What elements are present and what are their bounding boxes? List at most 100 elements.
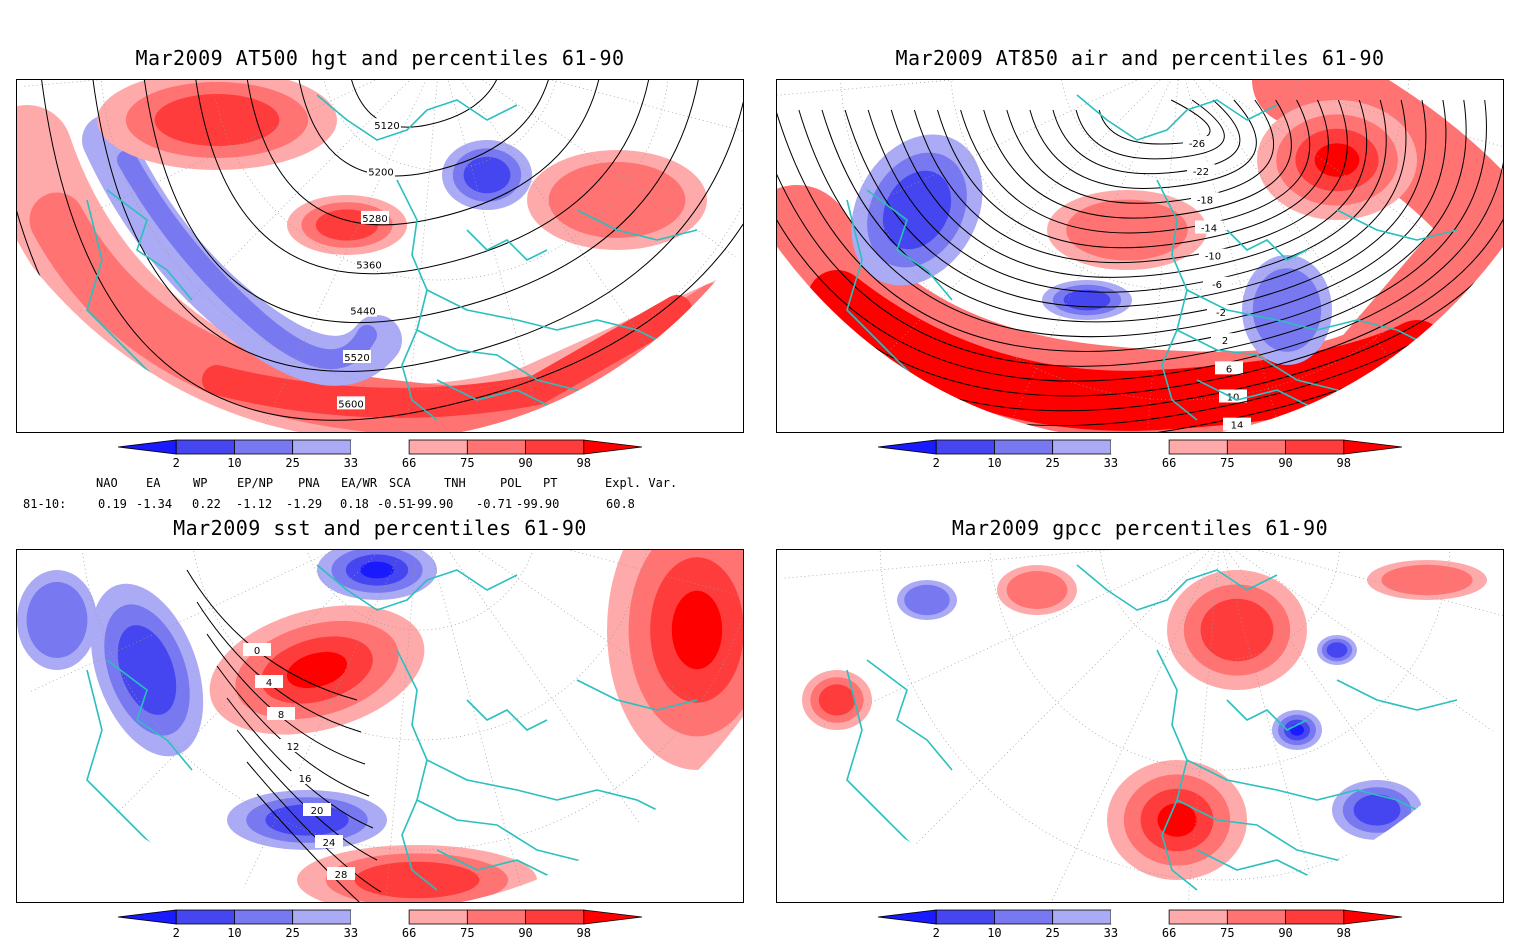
coastline <box>1156 179 1198 421</box>
contour-line <box>1029 99 1257 189</box>
positive-anomaly-shading <box>1200 598 1274 662</box>
contour-label: 5440 <box>350 307 375 318</box>
index-header-pt: PT <box>543 476 558 490</box>
contour-label-background <box>361 210 389 224</box>
contour-label: -26 <box>1189 139 1205 150</box>
coastline <box>1336 209 1458 241</box>
index-header-tnh: TNH <box>444 476 466 490</box>
coastline <box>1226 229 1308 261</box>
colorbar-tick-label: 33 <box>1103 926 1119 940</box>
contour-label-background <box>1187 164 1215 178</box>
colorbar-tick-label: 10 <box>227 456 242 470</box>
contour-label-background <box>1195 220 1223 234</box>
contour-line <box>777 99 1503 432</box>
contour-line <box>821 99 1427 323</box>
colorbar-swatch <box>1343 439 1403 455</box>
panel-title-gpcc: Mar2009 gpcc percentiles 61-90 <box>951 516 1329 540</box>
colorbar-swatch <box>1052 909 1112 925</box>
index-header-ea: EA <box>146 476 161 490</box>
contour-label-background <box>255 675 283 688</box>
colorbar-air850: 2 10 25 33 66 75 90 98 <box>877 439 1403 479</box>
colorbar-tick-label: 33 <box>343 456 359 470</box>
colorbar-tick-label: 2 <box>172 926 180 940</box>
contour-label: 5200 <box>368 168 393 179</box>
contour-line <box>191 80 654 275</box>
contour-line <box>1006 99 1274 204</box>
contour-label: 0 <box>254 646 260 657</box>
contour-label: 8 <box>278 710 284 721</box>
coastline <box>316 94 518 141</box>
coastline <box>1336 679 1458 711</box>
coastline <box>396 179 438 421</box>
contour-line <box>890 99 1368 278</box>
index-header-eawr: EA/WR <box>341 476 378 490</box>
colorbar-swatch <box>583 909 643 925</box>
panel-title-air850: Mar2009 AT850 air and percentiles 61-90 <box>895 46 1385 70</box>
colorbar-tick-label: 25 <box>1045 926 1060 940</box>
coastline <box>1156 649 1198 891</box>
coastline <box>396 649 438 891</box>
contour-label: 14 <box>1231 421 1244 432</box>
longitude-gridline <box>1033 550 1221 902</box>
positive-anomaly-shading <box>1314 143 1360 177</box>
coastline <box>576 209 698 241</box>
contour-line <box>777 99 1503 412</box>
contour-label: -14 <box>1201 224 1217 235</box>
index-header-pna: PNA <box>298 476 320 490</box>
contour-label-background <box>349 303 377 317</box>
index-value-epnp: -1.12 <box>236 497 273 511</box>
coastline <box>866 659 953 771</box>
negative-anomaly-shading <box>360 561 394 579</box>
contour-label: 16 <box>299 774 312 785</box>
contour-line <box>777 99 1487 367</box>
contour-label-background <box>343 350 371 363</box>
contour-label: 5360 <box>356 260 381 271</box>
coastline <box>1076 564 1278 611</box>
coastline <box>316 564 518 611</box>
contour-label: 24 <box>323 838 336 849</box>
negative-anomaly-shading <box>904 584 950 616</box>
index-value-pol: -0.71 <box>476 497 513 511</box>
map-panel-air850: -26-22-18-14-10-6-2261014182226 <box>776 79 1504 433</box>
index-value-wp: 0.22 <box>192 497 221 511</box>
contour-line <box>140 80 704 324</box>
coastline <box>426 759 678 821</box>
contour-line <box>777 99 1503 382</box>
contour-label: -10 <box>1205 252 1221 263</box>
index-header-nao: NAO <box>96 476 118 490</box>
map-panel-hgt500: 5120520052805360544055205600568057605840 <box>16 79 744 433</box>
colorbar-swatch <box>994 439 1054 455</box>
index-value-explvar: 60.8 <box>606 497 635 511</box>
contour-label-background <box>279 739 307 752</box>
colorbar-swatch <box>1168 439 1228 455</box>
colorbar-tick-label: 25 <box>1045 456 1060 470</box>
negative-anomaly-shading <box>117 150 377 370</box>
colorbar-tick-label: 98 <box>576 926 591 940</box>
contour-line <box>777 99 1467 352</box>
colorbar-tick-label: 66 <box>401 456 417 470</box>
coastline <box>576 679 698 711</box>
coastline <box>1186 289 1438 351</box>
colorbar-tick-label: 90 <box>1278 456 1293 470</box>
contour-line <box>983 99 1292 219</box>
panel-title-sst: Mar2009 sst and percentiles 61-90 <box>173 516 587 540</box>
colorbar-swatch <box>466 909 526 925</box>
contour-label: -22 <box>1193 167 1209 178</box>
contour-label: -18 <box>1197 195 1213 206</box>
negative-anomaly-shading <box>1353 794 1401 826</box>
coastline <box>466 229 548 261</box>
coastline <box>1186 759 1438 821</box>
colorbar-swatch <box>408 909 468 925</box>
colorbar-swatch <box>994 909 1054 925</box>
colorbar-swatch <box>292 909 352 925</box>
contour-label: -6 <box>1212 280 1222 291</box>
positive-anomaly-shading <box>1157 803 1197 837</box>
colorbar-tick-label: 75 <box>1220 926 1235 940</box>
colorbar-swatch <box>1168 909 1228 925</box>
positive-anomaly-shading <box>548 162 686 238</box>
colorbar-tick-label: 98 <box>1336 926 1351 940</box>
index-value-pt: -99.90 <box>516 497 560 511</box>
latitude-gridline <box>299 550 541 631</box>
colorbar-swatch <box>408 439 468 455</box>
colorbar-tick-label: 33 <box>1103 456 1119 470</box>
